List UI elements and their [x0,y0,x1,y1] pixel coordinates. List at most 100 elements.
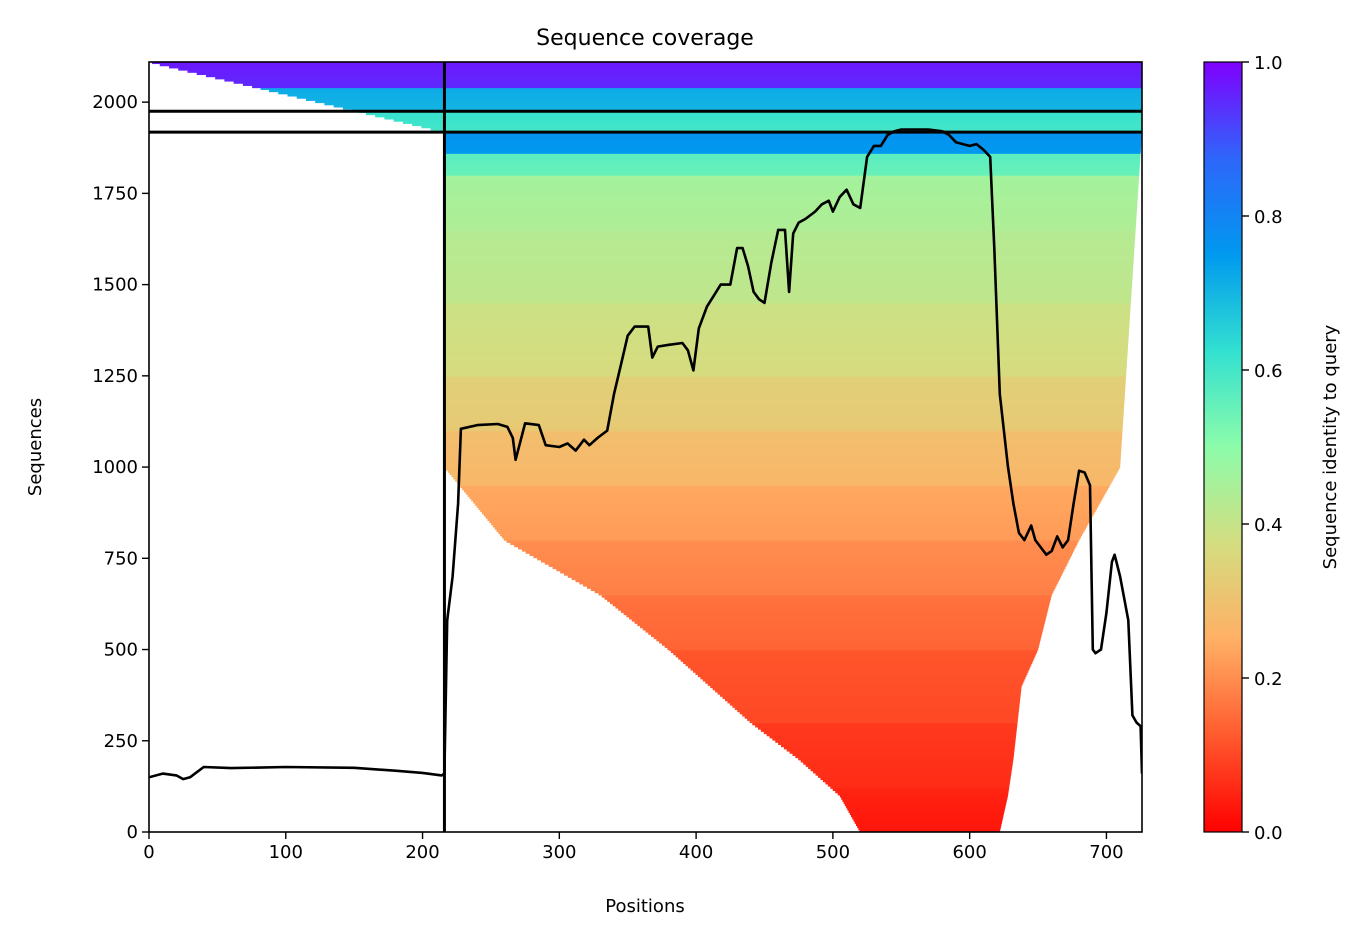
identity-row [563,572,1063,576]
identity-row [444,259,1134,262]
identity-row [444,318,1130,322]
identity-band [669,649,1038,724]
identity-row [623,612,1048,616]
identity-row [444,314,1131,318]
identity-row [541,559,1069,563]
colorbar-frame [1203,61,1243,833]
identity-row [444,153,1141,157]
identity-row [659,640,1040,644]
identity-row [521,548,1075,552]
identity-row [724,698,1021,702]
identity-row [444,421,1124,425]
identity-row [444,303,1131,307]
identity-row [169,65,1142,69]
identity-row [778,742,1016,746]
identity-row [474,502,1100,506]
identity-row [476,505,1099,508]
identity-row [444,323,1130,327]
identity-row [444,461,1121,465]
identity-row [444,404,1125,408]
identity-row [444,417,1124,421]
x-tick-label: 700 [1089,842,1123,863]
identity-row [673,652,1037,656]
identity-band [359,111,1142,133]
identity-row [444,207,1137,211]
identity-row [444,329,1130,333]
identity-row [460,485,1110,489]
identity-row [837,792,1009,796]
identity-row [444,406,1125,410]
identity-row [444,300,1131,304]
identity-row [737,709,1019,713]
identity-row [615,605,1049,609]
identity-row [178,67,1142,71]
identity-row [444,393,1125,397]
identity-row [444,419,1124,423]
identity-row [670,650,1038,654]
identity-row [849,812,1004,816]
identity-row [444,450,1122,454]
identity-row [454,478,1113,482]
identity-row [444,298,1132,302]
identity-row [296,95,1142,99]
identity-row [444,183,1139,187]
identity-row [444,229,1136,232]
identity-row [575,579,1059,583]
identity-row [629,616,1046,620]
identity-row [760,729,1017,732]
identity-row [444,155,1141,159]
x-axis: 0 100 200 300 400 500 600 700 [143,832,1124,863]
identity-row [598,592,1053,596]
identity-band [444,302,1131,377]
identity-row [462,487,1109,491]
identity-row [482,511,1095,515]
identity-row [444,205,1138,209]
identity-row [444,144,1142,148]
x-axis-label: Positions [605,896,684,917]
identity-row [480,509,1096,513]
identity-row [444,336,1129,340]
identity-row [269,89,1142,93]
identity-row [483,513,1094,517]
identity-row [734,707,1020,710]
coverage-line [149,128,1142,781]
identity-row [485,515,1093,519]
identity-row [491,522,1089,526]
identity-row [510,542,1078,546]
identity-row [444,441,1122,445]
colorbar-tick-label: 1.0 [1254,53,1283,74]
identity-row [763,731,1017,735]
identity-row [444,358,1128,362]
identity-row [444,237,1136,240]
identity-row [447,469,1118,473]
identity-row [444,248,1135,251]
identity-row [533,555,1071,559]
identity-row [444,345,1129,348]
identity-row [444,362,1127,366]
identity-band [752,722,1018,789]
identity-row [579,581,1058,585]
plot-frame [148,61,1143,833]
identity-row [444,369,1127,373]
identity-row [444,192,1138,196]
identity-row [697,674,1027,678]
identity-row [444,378,1126,381]
identity-row [458,483,1111,486]
identity-row [444,351,1128,355]
identity-row [707,683,1023,686]
identity-row [487,518,1091,521]
identity-row [444,454,1121,458]
identity-row [444,382,1126,386]
y-tick-label: 750 [104,548,138,569]
identity-row [556,568,1065,572]
identity-row [839,794,1008,798]
identity-row [444,201,1138,205]
identity-heatmap [152,62,1142,832]
identity-row [444,413,1124,416]
identity-row [444,177,1139,181]
identity-row [444,459,1121,462]
identity-row [772,737,1016,741]
identity-row [695,672,1028,675]
y-tick-label: 1000 [92,457,138,478]
identity-row [444,347,1128,351]
